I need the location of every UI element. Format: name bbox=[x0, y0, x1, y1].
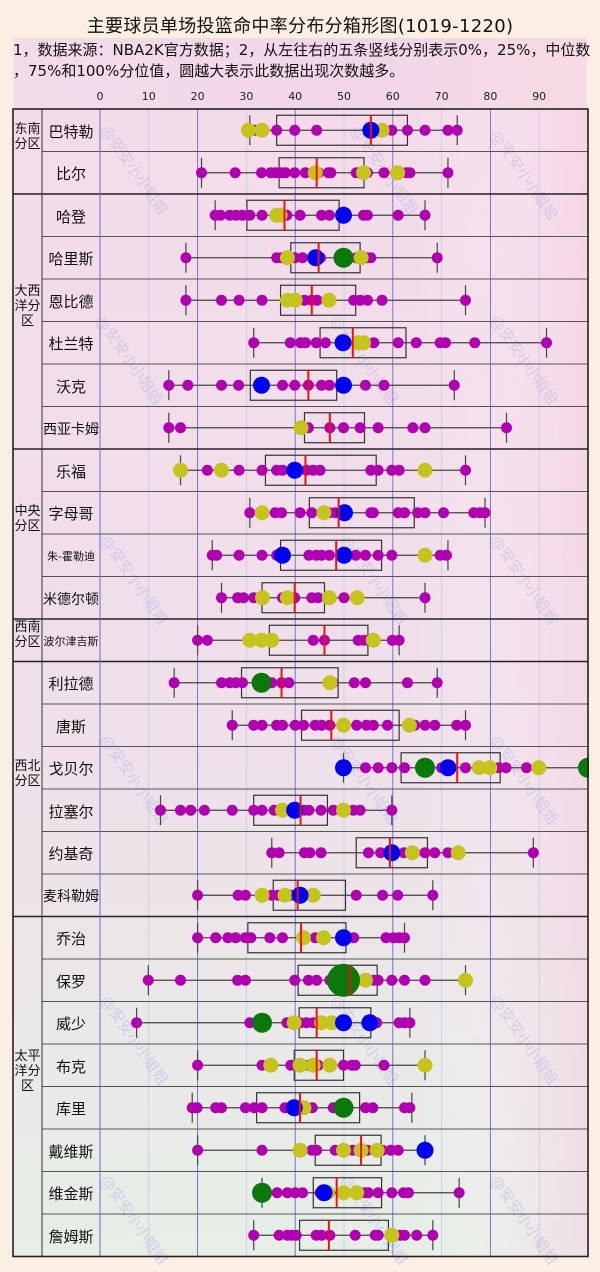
x-tick-label: 30 bbox=[239, 90, 254, 103]
chart-title: 主要球员单场投篮命中率分布分箱形图(1019-1220) bbox=[86, 16, 514, 37]
x-tick-label: 0 bbox=[96, 90, 104, 103]
player-name: 沃克 bbox=[55, 377, 86, 396]
player-name: 字母哥 bbox=[48, 505, 94, 523]
x-tick-label: 80 bbox=[483, 90, 498, 103]
player-name: 比尔 bbox=[55, 165, 86, 183]
player-name: 巴特勒 bbox=[48, 122, 94, 141]
division-label: 中央分区 bbox=[14, 504, 41, 534]
player-name: 戈贝尔 bbox=[48, 760, 94, 778]
player-name: 恩比德 bbox=[48, 292, 94, 311]
x-tick-label: 90 bbox=[532, 90, 547, 103]
player-name: 库里 bbox=[55, 1100, 86, 1118]
player-name: 唐斯 bbox=[55, 717, 86, 736]
x-tick-label: 20 bbox=[190, 90, 205, 103]
player-name: 米德尔顿 bbox=[43, 591, 99, 608]
division-label: 东南分区 bbox=[14, 121, 41, 152]
player-name: 麦科勒姆 bbox=[43, 889, 99, 906]
player-name: 威少 bbox=[55, 1015, 86, 1033]
note-line-1: 1，数据来源：NBA2K官方数据；2，从左往右的五条竖线分别表示0%，25%，中… bbox=[13, 41, 591, 59]
division-label: 太平洋分区 bbox=[14, 1049, 41, 1094]
division-label: 西南分区 bbox=[14, 620, 41, 650]
player-name: 利拉德 bbox=[48, 675, 94, 693]
player-name: 朱-霍勒迪 bbox=[47, 550, 95, 564]
player-name: 拉塞尔 bbox=[48, 802, 94, 821]
player-name: 哈登 bbox=[55, 207, 86, 226]
player-name: 维金斯 bbox=[48, 1185, 94, 1203]
player-name: 波尔津吉斯 bbox=[43, 635, 99, 649]
player-name: 詹姆斯 bbox=[48, 1227, 94, 1246]
x-tick-label: 40 bbox=[288, 90, 303, 103]
division-label: 大西洋分区 bbox=[14, 284, 41, 329]
x-tick-label: 70 bbox=[434, 90, 449, 103]
x-tick-label: 50 bbox=[337, 90, 351, 103]
division-label: 西北分区 bbox=[14, 759, 41, 789]
player-name: 哈里斯 bbox=[48, 250, 94, 268]
chart-notes: 1，数据来源：NBA2K官方数据；2，从左往右的五条竖线分别表示0%，25%，中… bbox=[13, 40, 598, 82]
player-name: 乔治 bbox=[55, 930, 86, 948]
note-line-2: ，75%和100%分位值，圆越大表示此数据出现次数越多。 bbox=[13, 62, 405, 80]
x-tick-label: 10 bbox=[141, 90, 156, 103]
player-name: 杜兰特 bbox=[48, 335, 94, 353]
player-name: 西亚卡姆 bbox=[43, 421, 99, 438]
player-name: 保罗 bbox=[55, 972, 86, 991]
player-name: 约基奇 bbox=[48, 845, 94, 863]
notes-band bbox=[13, 38, 587, 109]
x-tick-label: 60 bbox=[385, 90, 400, 103]
player-name: 戴维斯 bbox=[48, 1142, 94, 1161]
player-name: 布克 bbox=[55, 1057, 86, 1076]
player-name: 乐福 bbox=[55, 462, 86, 481]
